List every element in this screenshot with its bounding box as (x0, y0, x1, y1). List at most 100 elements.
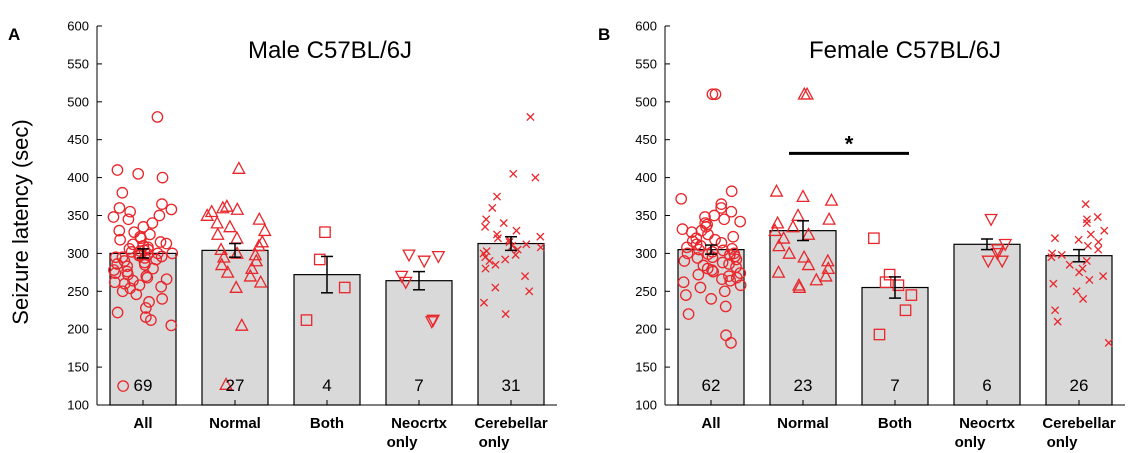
error-bar-1 (229, 242, 241, 258)
n-label-0: 62 (702, 376, 721, 395)
data-point-0-59 (682, 308, 695, 320)
data-point-4-13 (1047, 253, 1056, 262)
data-point-1-9 (768, 223, 782, 237)
data-point-0-35 (155, 250, 168, 263)
data-point-1-0 (231, 161, 246, 174)
panel-a-chart: A Male C57BL/6J 69 27 4 7 31 100 150 200 250 300 350… (8, 19, 557, 451)
data-point-0-29 (125, 246, 138, 258)
data-point-0-7 (165, 203, 178, 216)
data-point-1-7 (210, 215, 225, 229)
data-point-0-20 (709, 233, 721, 246)
data-point-0-4 (116, 186, 129, 199)
error-bar-0 (137, 248, 149, 259)
data-point-4-10 (1094, 245, 1103, 254)
data-point-3-6 (424, 316, 439, 329)
panel-letter-b: B (598, 25, 610, 44)
data-point-3-3 (990, 247, 1005, 261)
panel-letter-a: A (8, 25, 20, 44)
data-point-0-48 (109, 267, 122, 279)
y-tick-label-1: 150 (635, 360, 657, 375)
data-point-0-25 (681, 241, 693, 254)
data-point-0-6 (113, 202, 126, 214)
data-point-0-11 (122, 213, 135, 226)
data-point-0-64 (111, 306, 124, 319)
n-label-4: 26 (1070, 376, 1089, 395)
y-tick-label-1: 150 (67, 360, 89, 375)
y-tick-label-8: 500 (67, 94, 89, 109)
data-point-0-3 (156, 171, 169, 184)
data-point-4-10 (536, 232, 545, 241)
data-point-0-2 (132, 167, 145, 180)
data-point-0-10 (734, 215, 747, 228)
data-point-1-19 (819, 268, 833, 282)
x-tick-label-3: Neocrtx only (387, 415, 448, 451)
data-point-1-25 (234, 318, 249, 331)
data-point-0-60 (130, 288, 143, 301)
data-point-2-5 (899, 304, 912, 317)
chart-title-1: Female C57BL/6J (809, 37, 1001, 64)
data-point-0-3 (675, 192, 688, 205)
data-point-0-25 (123, 243, 136, 255)
y-tick-label-5: 350 (67, 208, 89, 223)
data-point-0-44 (121, 260, 134, 273)
data-point-0-45 (707, 265, 719, 278)
data-point-0-44 (706, 264, 718, 276)
data-point-0-62 (143, 296, 155, 308)
n-label-3: 7 (414, 376, 423, 395)
data-point-3-4 (981, 255, 996, 269)
data-point-0-0 (151, 111, 164, 123)
data-point-1-22 (243, 268, 258, 282)
bar-3 (385, 280, 453, 406)
data-point-4-8 (1094, 237, 1103, 247)
data-point-2-2 (338, 281, 351, 294)
error-bar-2 (889, 276, 901, 299)
data-point-0-19 (114, 233, 126, 246)
bar-3 (953, 243, 1021, 406)
data-point-0-9 (153, 209, 166, 222)
x-tick-label-1: Normal (777, 415, 829, 432)
data-point-0-5 (715, 202, 728, 214)
n-label-2: 7 (890, 376, 899, 395)
data-point-4-7 (1074, 235, 1083, 244)
data-point-0-47 (692, 268, 705, 281)
data-point-4-23 (485, 256, 494, 266)
y-tick-label-10: 600 (635, 19, 657, 34)
data-point-0-4 (715, 198, 728, 210)
data-point-2-4 (905, 289, 918, 301)
data-point-3-2 (990, 244, 1005, 257)
data-point-0-8 (124, 205, 136, 218)
data-point-4-5 (482, 215, 491, 224)
n-label-4: 31 (502, 376, 521, 395)
data-point-4-27 (491, 283, 500, 292)
data-point-2-3 (892, 279, 905, 292)
data-point-4-6 (1050, 234, 1060, 243)
data-point-1-15 (820, 253, 835, 267)
y-tick-label-10: 600 (67, 19, 89, 34)
data-point-3-2 (417, 255, 432, 269)
data-point-4-12 (1057, 250, 1066, 259)
data-point-1-6 (252, 211, 267, 225)
data-point-1-13 (252, 238, 266, 252)
data-point-1-18 (249, 253, 264, 267)
n-label-3: 6 (982, 376, 991, 395)
data-point-4-4 (1100, 226, 1109, 235)
data-point-4-13 (505, 237, 514, 247)
x-tick-label-4: Cerebellar only (1042, 415, 1116, 451)
data-point-4-0 (526, 112, 535, 122)
data-point-4-26 (520, 272, 530, 281)
data-point-1-4 (204, 204, 219, 218)
data-point-1-24 (229, 280, 244, 293)
y-tick-label-4: 300 (635, 246, 657, 261)
data-point-0-61 (156, 293, 168, 305)
data-point-1-4 (824, 192, 839, 206)
x-tick-label-0: All (701, 415, 720, 432)
data-point-0-53 (734, 279, 747, 292)
data-point-4-0 (1081, 200, 1090, 209)
data-point-4-3 (492, 192, 502, 201)
data-point-0-50 (716, 273, 728, 286)
significance-label: * (845, 131, 854, 156)
data-point-0-0 (706, 88, 719, 101)
error-bar-2 (321, 255, 333, 294)
panel-b-chart: B Female C57BL/6J 62 23 7 6 26 100 150 200 250 300 3… (598, 19, 1125, 451)
